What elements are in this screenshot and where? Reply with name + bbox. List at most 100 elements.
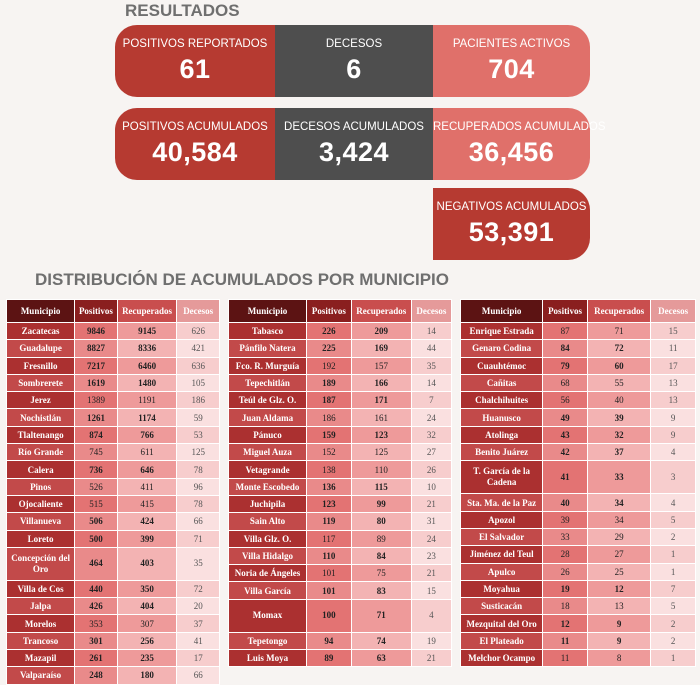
- cell-recuperados: 6460: [116, 356, 178, 375]
- table-row: Guadalupe 8827 8336 421: [5, 339, 220, 358]
- cell-decesos: 59: [176, 408, 220, 427]
- cell-positivos: 41: [542, 460, 588, 495]
- cell-positivos: 42: [542, 443, 588, 462]
- cell-positivos: 33: [542, 527, 588, 547]
- cell-municipio: Cañitas: [459, 373, 544, 393]
- card-label: RECUPERADOS ACUMULADOS: [433, 121, 606, 133]
- cell-positivos: 9846: [74, 321, 118, 341]
- cell-decesos: 5: [650, 597, 696, 616]
- cell-decesos: 78: [176, 460, 220, 479]
- cell-recuperados: 71: [350, 598, 412, 633]
- cell-recuperados: 80: [350, 512, 412, 531]
- table-row: Morelos 353 307 37: [5, 614, 220, 633]
- table-row: Melchor Ocampo 11 8 1: [459, 649, 696, 668]
- cell-decesos: 41: [176, 631, 220, 651]
- cell-positivos: 28: [542, 545, 588, 564]
- cell-decesos: 20: [176, 597, 220, 616]
- cell-decesos: 9: [650, 425, 696, 445]
- header-decesos: Decesos: [176, 299, 220, 323]
- table-row: Noria de Ángeles 101 75 21: [227, 564, 453, 583]
- cell-municipio: Huanusco: [459, 408, 544, 427]
- cell-recuperados: 55: [586, 373, 652, 393]
- cell-municipio: Río Grande: [5, 443, 76, 462]
- header-positivos: Positivos: [542, 299, 588, 323]
- cell-decesos: 2: [650, 527, 696, 547]
- cell-recuperados: 71: [586, 321, 652, 341]
- cell-municipio: Tepetongo: [227, 631, 308, 651]
- table-row: Concepción del Oro 464 403 35: [5, 546, 220, 581]
- cell-recuperados: 403: [116, 546, 178, 581]
- table-row: El Plateado 11 9 2: [459, 631, 696, 651]
- cell-positivos: 225: [306, 339, 352, 358]
- cell-municipio: Villanueva: [5, 512, 76, 531]
- cell-positivos: 464: [74, 546, 118, 581]
- table-row: Tepechitlán 189 166 14: [227, 373, 453, 393]
- cell-positivos: 159: [306, 425, 352, 445]
- municipality-table-3: Municipio Positivos Recuperados Decesos …: [459, 299, 696, 668]
- cell-positivos: 26: [542, 562, 588, 581]
- cell-decesos: 78: [176, 494, 220, 514]
- cell-recuperados: 125: [350, 443, 412, 462]
- cell-positivos: 1619: [74, 373, 118, 393]
- cell-recuperados: 424: [116, 512, 178, 531]
- cell-decesos: 24: [410, 529, 453, 548]
- table-row: Villa Hidalgo 110 84 23: [227, 546, 453, 566]
- header-recuperados: Recuperados: [350, 299, 412, 323]
- cell-recuperados: 180: [116, 666, 178, 685]
- cell-positivos: 515: [74, 494, 118, 514]
- cell-positivos: 426: [74, 597, 118, 616]
- header-recuperados: Recuperados: [586, 299, 652, 323]
- card-value: 36,456: [468, 137, 555, 167]
- table-row: Villanueva 506 424 66: [5, 512, 220, 531]
- cell-decesos: 4: [650, 443, 696, 462]
- cell-recuperados: 75: [350, 564, 412, 583]
- header-positivos: Positivos: [74, 299, 118, 323]
- cell-decesos: 31: [410, 512, 453, 531]
- cell-decesos: 186: [176, 391, 220, 410]
- table-row: Sain Alto 119 80 31: [227, 512, 453, 531]
- card-value: 61: [179, 54, 211, 84]
- cell-municipio: Monte Escobedo: [227, 477, 308, 496]
- cell-decesos: 10: [410, 477, 453, 496]
- cell-positivos: 189: [306, 373, 352, 393]
- cell-positivos: 353: [74, 614, 118, 633]
- table-row: Jerez 1389 1191 186: [5, 391, 220, 410]
- table-row: Moyahua 19 12 7: [459, 579, 696, 599]
- cell-decesos: 1: [650, 562, 696, 581]
- cell-decesos: 19: [410, 631, 453, 651]
- table-row: Calera 736 646 78: [5, 460, 220, 479]
- cell-decesos: 21: [410, 494, 453, 514]
- header-recuperados: Recuperados: [116, 299, 178, 323]
- cell-municipio: Momax: [227, 598, 308, 633]
- card-label: DECESOS ACUMULADOS: [284, 121, 424, 133]
- cell-positivos: 440: [74, 579, 118, 599]
- cell-decesos: 71: [176, 529, 220, 548]
- cell-recuperados: 83: [350, 581, 412, 600]
- cell-recuperados: 411: [116, 477, 178, 496]
- cell-decesos: 14: [410, 373, 453, 393]
- cell-positivos: 43: [542, 425, 588, 445]
- header-decesos: Decesos: [650, 299, 696, 323]
- cell-decesos: 37: [176, 614, 220, 633]
- card-positivos-reportados: POSITIVOS REPORTADOS 61: [115, 25, 275, 97]
- cell-decesos: 1: [650, 649, 696, 668]
- cell-recuperados: 166: [350, 373, 412, 393]
- cell-positivos: 745: [74, 443, 118, 462]
- table-row: Vetagrande 138 110 26: [227, 460, 453, 479]
- cell-positivos: 736: [74, 460, 118, 479]
- cell-decesos: 1: [650, 545, 696, 564]
- header-municipio: Municipio: [5, 299, 76, 323]
- cell-municipio: Villa García: [227, 581, 308, 600]
- table-row: T. García de la Cadena 41 33 3: [459, 460, 696, 495]
- cell-recuperados: 611: [116, 443, 178, 462]
- cell-recuperados: 404: [116, 597, 178, 616]
- cell-decesos: 105: [176, 373, 220, 393]
- card-value: 3,424: [318, 137, 390, 167]
- table-row: Sta. Ma. de la Paz 40 34 4: [459, 493, 696, 512]
- cell-recuperados: 99: [350, 494, 412, 514]
- card-value: 6: [346, 54, 362, 84]
- cell-municipio: Teúl de Glz. O.: [227, 391, 308, 410]
- cell-municipio: Sain Alto: [227, 512, 308, 531]
- cell-municipio: Sombrerete: [5, 373, 76, 393]
- cell-recuperados: 40: [586, 391, 652, 410]
